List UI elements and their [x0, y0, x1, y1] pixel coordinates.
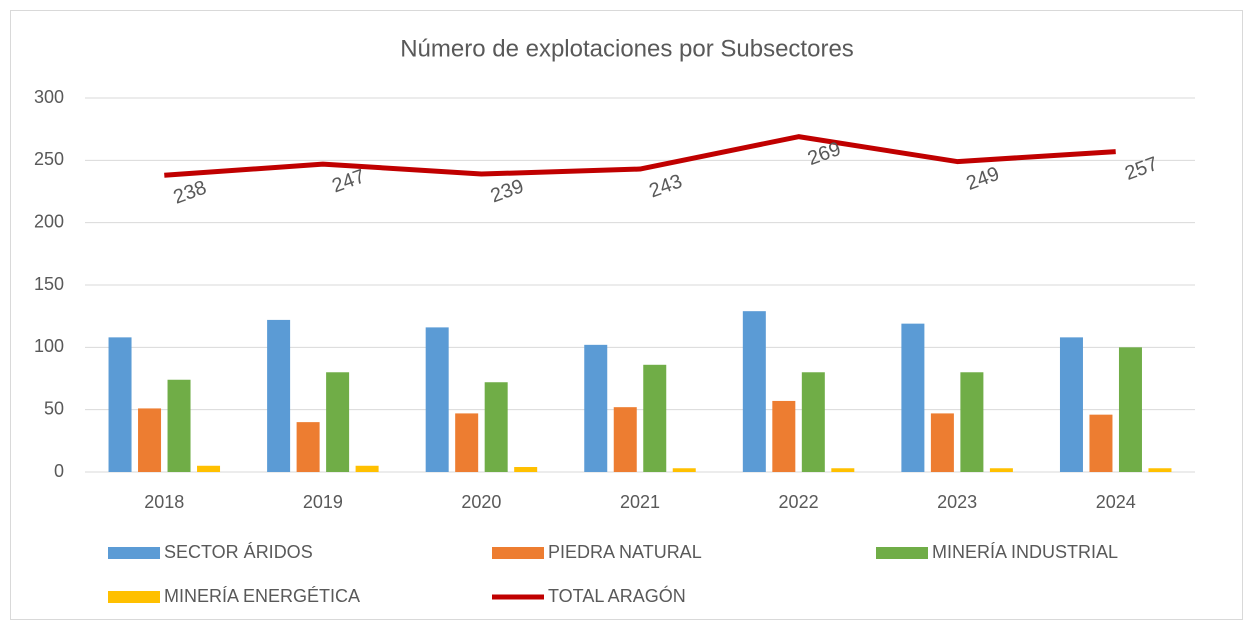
bar [1148, 468, 1172, 472]
bar [772, 400, 796, 472]
bar [801, 372, 825, 472]
y-tick-label: 250 [34, 149, 64, 169]
bar [930, 413, 954, 472]
bar [1118, 347, 1142, 472]
x-tick-label: 2022 [779, 492, 819, 512]
line [164, 134, 1116, 178]
y-tick-label: 0 [54, 461, 64, 481]
legend-label: PIEDRA NATURAL [548, 542, 702, 562]
legend-swatch [108, 591, 160, 603]
bar [742, 311, 766, 472]
bar [901, 323, 925, 472]
x-tick-label: 2023 [937, 492, 977, 512]
bar [613, 407, 637, 472]
legend-swatch [108, 547, 160, 559]
bar [672, 468, 696, 472]
y-tick-label: 50 [44, 398, 64, 418]
y-tick-label: 200 [34, 211, 64, 231]
x-tick-label: 2019 [303, 492, 343, 512]
bar [267, 319, 291, 472]
x-tick-label: 2018 [144, 492, 184, 512]
bar [326, 372, 350, 472]
y-tick-label: 300 [34, 87, 64, 107]
bar [643, 364, 667, 472]
bar [197, 465, 221, 472]
x-tick-label: 2021 [620, 492, 660, 512]
bar [960, 372, 984, 472]
bar [514, 467, 538, 472]
y-tick-label: 150 [34, 274, 64, 294]
bar [1089, 414, 1113, 472]
bar [455, 413, 479, 472]
x-tick-label: 2024 [1096, 492, 1136, 512]
bar [108, 337, 132, 472]
bar [484, 382, 508, 472]
bar [296, 422, 320, 472]
chart-title: Número de explotaciones por Subsectores [400, 35, 854, 62]
bar [167, 379, 191, 472]
x-tick-label: 2020 [461, 492, 501, 512]
legend-label: MINERÍA INDUSTRIAL [932, 542, 1118, 562]
y-tick-label: 100 [34, 336, 64, 356]
legend-swatch [876, 547, 928, 559]
bar [989, 468, 1013, 472]
bar [355, 465, 379, 472]
legend-label: MINERÍA ENERGÉTICA [164, 586, 360, 606]
chart-border [10, 10, 1243, 620]
bar [425, 327, 449, 472]
bar [1059, 337, 1083, 472]
legend-label: SECTOR ÁRIDOS [164, 542, 313, 562]
legend-swatch [492, 547, 544, 559]
legend-label: TOTAL ARAGÓN [548, 585, 686, 606]
bar [138, 408, 162, 472]
bar [584, 344, 608, 472]
bar [831, 468, 855, 472]
